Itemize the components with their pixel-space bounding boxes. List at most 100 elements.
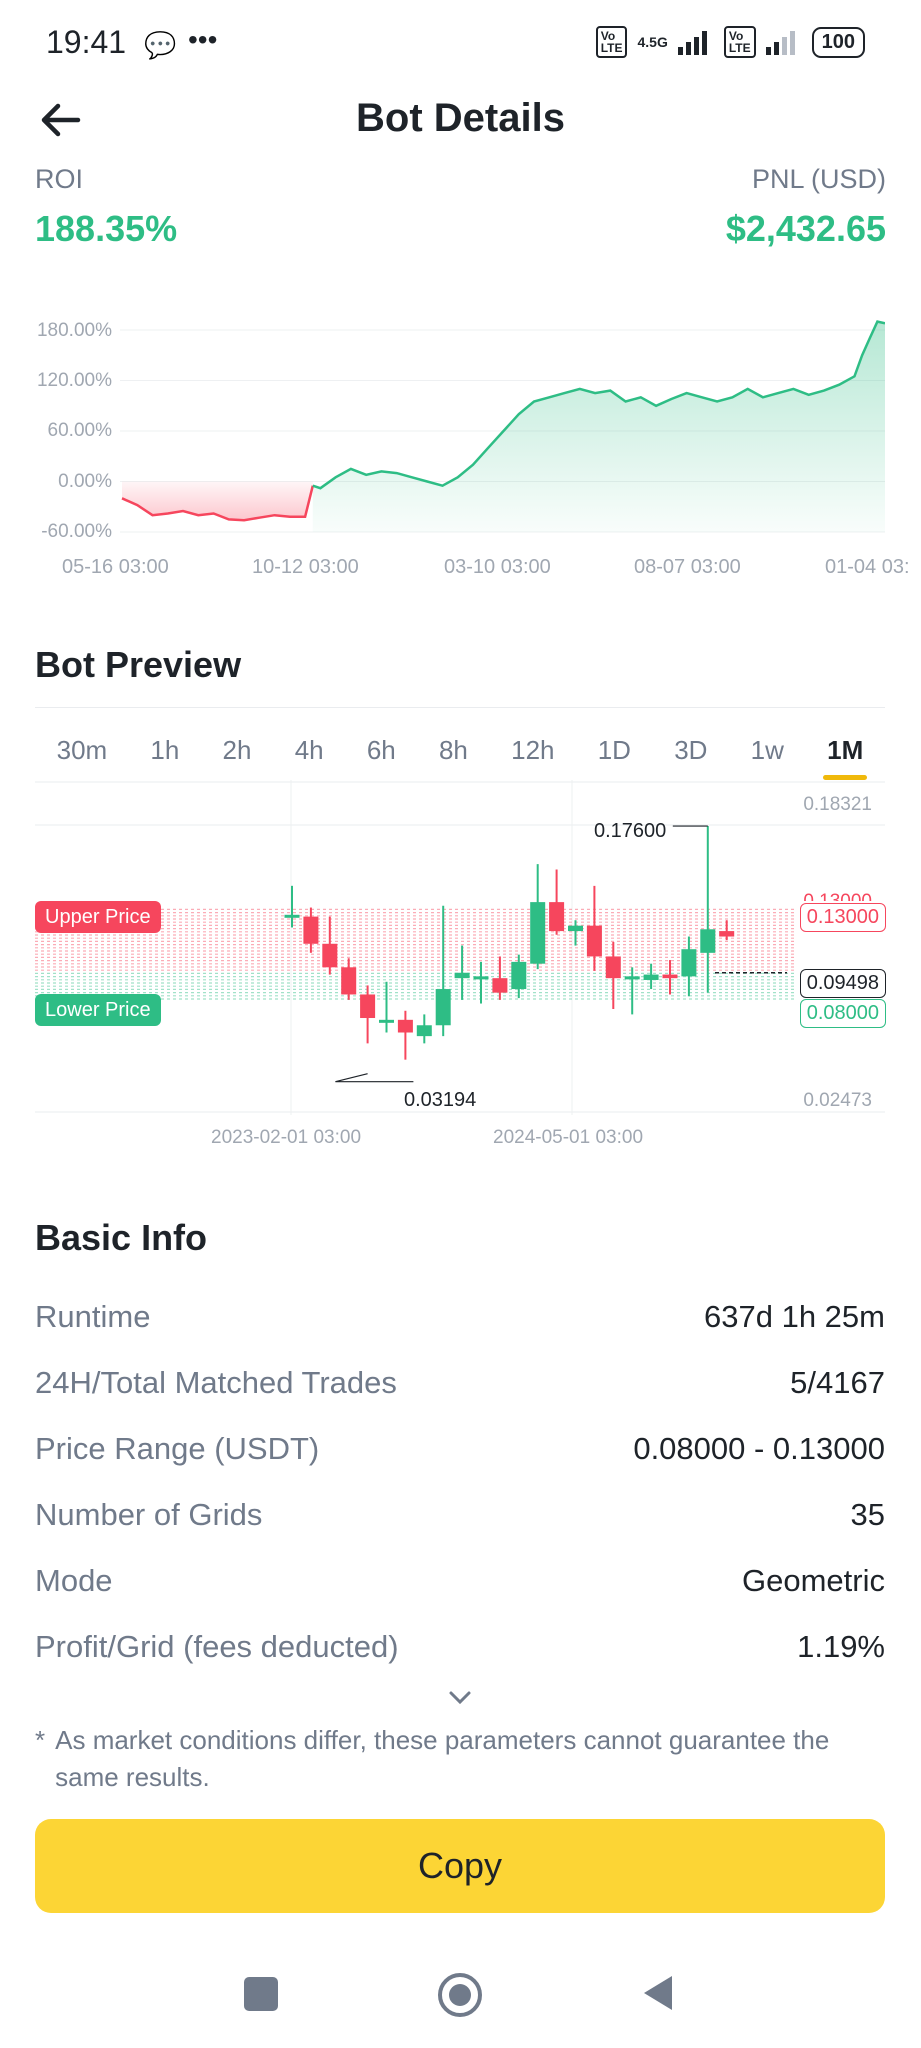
timeframe-tabs: 30m 1h 2h 4h 6h 8h 12h 1D 3D 1w 1M bbox=[35, 735, 885, 780]
back-nav-button[interactable] bbox=[640, 1972, 676, 2014]
candle-body bbox=[719, 931, 735, 937]
battery-icon: 100 bbox=[811, 26, 865, 58]
info-row-profit-grid: Profit/Grid (fees deducted) 1.19% bbox=[35, 1617, 885, 1677]
info-row-trades: 24H/Total Matched Trades 5/4167 bbox=[35, 1353, 885, 1413]
info-value: Geometric bbox=[742, 1563, 885, 1598]
page-title: Bot Details bbox=[356, 96, 565, 140]
candle-body bbox=[530, 902, 546, 964]
info-label: Runtime bbox=[35, 1299, 151, 1334]
candle-body bbox=[511, 961, 527, 990]
roi-chart bbox=[120, 320, 885, 533]
info-value: 35 bbox=[850, 1497, 885, 1532]
roi-y-tick: 180.00% bbox=[36, 320, 112, 341]
chevron-down-icon[interactable] bbox=[448, 1690, 472, 1706]
info-row-grids: Number of Grids 35 bbox=[35, 1485, 885, 1545]
candle-body bbox=[568, 925, 583, 932]
candle-body bbox=[397, 1019, 413, 1033]
roi-negative-line bbox=[121, 485, 315, 522]
divider bbox=[35, 707, 885, 708]
info-label: 24H/Total Matched Trades bbox=[35, 1365, 397, 1400]
tab-1m[interactable]: 1M bbox=[823, 735, 868, 780]
candle-body bbox=[473, 976, 489, 980]
tab-3d[interactable]: 3D bbox=[674, 735, 708, 765]
tab-1w[interactable]: 1w bbox=[750, 735, 784, 765]
back-arrow-icon[interactable] bbox=[38, 100, 82, 140]
tab-2h[interactable]: 2h bbox=[222, 735, 252, 765]
tab-4h[interactable]: 4h bbox=[294, 735, 324, 765]
candle-body bbox=[322, 943, 338, 968]
tab-1d[interactable]: 1D bbox=[597, 735, 631, 765]
roi-y-tick: 0.00% bbox=[58, 471, 112, 492]
chat-bubble-icon: 💬 bbox=[144, 30, 177, 60]
roi-x-tick: 01-04 03: bbox=[825, 556, 910, 578]
candle-body bbox=[549, 902, 565, 932]
price-axis-bottom: 0.02473 bbox=[803, 1090, 872, 1111]
signal-icon bbox=[677, 31, 707, 55]
info-label: Number of Grids bbox=[35, 1497, 263, 1532]
volte-icon: Vo LTE bbox=[595, 26, 628, 58]
roi-y-tick: -60.00% bbox=[41, 521, 112, 542]
price-axis-top: 0.18321 bbox=[803, 794, 872, 815]
status-right: Vo LTE 4.5G Vo LTE 100 bbox=[595, 26, 865, 58]
candle-body bbox=[492, 978, 508, 993]
candle-body bbox=[435, 989, 451, 1026]
tab-8h[interactable]: 8h bbox=[438, 735, 468, 765]
pnl-value: $2,432.65 bbox=[725, 208, 886, 249]
candle-body bbox=[681, 949, 697, 977]
pnl-label: PNL (USD) bbox=[751, 164, 886, 194]
current-price-tag: 0.09498 bbox=[799, 969, 886, 998]
lower-price-tag: 0.08000 bbox=[799, 999, 886, 1028]
upper-price-pill: Upper Price bbox=[35, 901, 161, 933]
info-row-mode: Mode Geometric bbox=[35, 1551, 885, 1611]
home-button[interactable] bbox=[436, 1971, 484, 2019]
candle-body bbox=[284, 914, 300, 918]
more-dots-icon: ••• bbox=[188, 24, 218, 55]
status-time: 19:41 bbox=[46, 24, 127, 60]
candle-body bbox=[643, 974, 659, 980]
info-row-runtime: Runtime 637d 1h 25m bbox=[35, 1287, 885, 1347]
network-type: 4.5G bbox=[637, 34, 668, 50]
bot-preview-title: Bot Preview bbox=[35, 644, 242, 685]
info-label: Profit/Grid (fees deducted) bbox=[35, 1629, 399, 1664]
lower-price-pill: Lower Price bbox=[35, 994, 161, 1026]
copy-button[interactable]: Copy bbox=[35, 1819, 885, 1913]
max-price-annotation: 0.17600 bbox=[594, 820, 667, 842]
candlestick-chart bbox=[35, 780, 885, 1115]
roi-value: 188.35% bbox=[35, 208, 178, 249]
info-value: 5/4167 bbox=[790, 1365, 885, 1400]
disclaimer-asterisk: * bbox=[35, 1725, 46, 1755]
candle-body bbox=[416, 1025, 432, 1037]
roi-x-tick: 05-16 03:00 bbox=[62, 556, 169, 578]
roi-x-tick: 08-07 03:00 bbox=[634, 556, 741, 578]
basic-info-title: Basic Info bbox=[35, 1217, 208, 1258]
candle-body bbox=[454, 972, 470, 979]
info-value: 0.08000 - 0.13000 bbox=[633, 1431, 885, 1466]
candle-body bbox=[605, 956, 621, 979]
info-value: 1.19% bbox=[797, 1629, 885, 1664]
candle-body bbox=[700, 929, 716, 953]
candle-body bbox=[341, 967, 357, 995]
tab-30m[interactable]: 30m bbox=[56, 735, 108, 765]
info-value: 637d 1h 25m bbox=[704, 1299, 885, 1334]
upper-price-tag: 0.13000 bbox=[799, 903, 886, 932]
hidden-price-label: 0.13000 bbox=[803, 891, 872, 901]
signal-weak-icon bbox=[765, 31, 795, 55]
disclaimer: * As market conditions differ, these par… bbox=[35, 1722, 875, 1796]
roi-y-tick: 60.00% bbox=[47, 420, 112, 441]
roi-positive-area bbox=[312, 321, 885, 532]
disclaimer-text: As market conditions differ, these param… bbox=[55, 1725, 830, 1792]
roi-positive-line bbox=[312, 320, 885, 490]
roi-x-tick: 03-10 03:00 bbox=[444, 556, 551, 578]
tab-1h[interactable]: 1h bbox=[150, 735, 180, 765]
min-price-annotation: 0.03194 bbox=[404, 1089, 477, 1111]
roi-y-tick: 120.00% bbox=[36, 370, 112, 391]
recent-apps-button[interactable] bbox=[244, 1977, 278, 2011]
min-leader-line bbox=[335, 1073, 414, 1083]
tab-6h[interactable]: 6h bbox=[366, 735, 396, 765]
roi-x-tick: 10-12 03:00 bbox=[252, 556, 359, 578]
volte-icon-2: Vo LTE bbox=[723, 26, 756, 58]
roi-label: ROI bbox=[35, 164, 84, 194]
candle-body bbox=[624, 976, 640, 980]
tab-12h[interactable]: 12h bbox=[511, 735, 555, 765]
candle-body bbox=[360, 994, 376, 1019]
